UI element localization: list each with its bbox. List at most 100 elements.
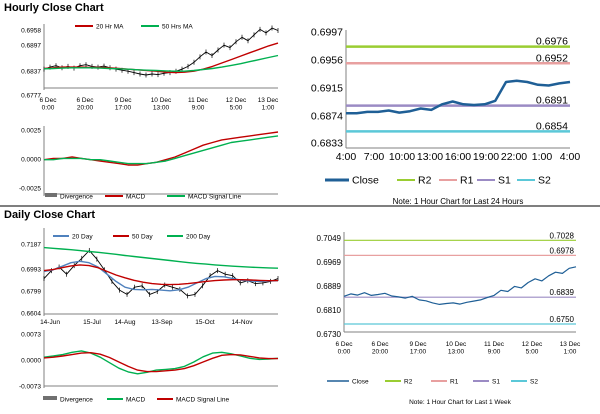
level-label-s1: 0.6839 [550,288,575,297]
legend-label: Close [352,175,379,187]
x-tick-label: 9 Dec 17:00 [410,341,428,356]
legend-label: Divergence [60,396,93,403]
legend-label: MACD [126,396,145,403]
x-tick-label: 13 Dec 1:00 [258,97,279,112]
legend-label: Close [352,378,369,385]
y-tick-label: -0.0025 [19,185,41,192]
y-tick-label: 0.6777 [21,92,41,99]
y-tick-label: 0.7049 [317,234,342,243]
x-tick-label: 6 Dec 0:00 [336,341,354,356]
series-line-macd-signal-line [43,352,278,373]
level-label-r1: 0.6952 [536,52,568,64]
y-tick-label: 0.6604 [21,310,41,317]
y-tick-label: 0.6993 [21,266,41,273]
daily-week-chart: 0.7049 0.6969 0.6889 0.6810 0.6730 6 Dec 0:00 6… [317,231,582,406]
series-line-close [343,266,577,305]
legend-label: 50 Hrs MA [162,23,193,30]
series-line-macd [43,131,279,166]
section-divider [0,205,600,207]
legend-label: 20 Hr MA [96,23,124,30]
x-tick-label: 14-Aug [115,319,136,326]
x-tick-label: 13 Dec 1:00 [560,341,581,356]
x-tick-label: 22:00 [501,151,527,163]
y-tick-label: 0.6915 [311,83,343,95]
y-tick-label: 0.0025 [21,127,41,134]
series-line-macd-signal-line [44,135,279,165]
hourly-close-chart-title: Hourly Close Chart [4,2,104,14]
y-tick-label: 0.6837 [21,68,41,75]
daily-price-chart: 0.7187 0.6993 0.6799 0.6604 14-Jun 15-Jul 14-A… [21,228,279,326]
y-tick-label: -0.0073 [19,383,41,390]
legend-label: Divergence [60,193,93,200]
x-tick-label: 4:00 [336,151,357,163]
series-line-50-day [43,264,279,286]
chart-note: Note: 1 Hour Chart for Last 1 Week [409,399,512,406]
x-tick-label: 11 Dec 9:00 [484,341,505,356]
y-tick-label: 0.6958 [21,27,41,34]
y-tick-label: 0.6969 [317,258,342,267]
y-tick-label: 0.6874 [311,111,343,123]
series-line-close [43,27,279,76]
level-label-r2: 0.6976 [536,36,568,48]
x-tick-label: 1:00 [532,151,553,163]
series-line-20-day [43,260,279,292]
x-tick-label: 16:00 [445,151,471,163]
level-label-r2: 0.7028 [550,231,575,240]
legend-label: R2 [418,175,432,187]
x-tick-label: 6 Dec 0:00 [40,97,58,112]
daily-close-chart-title: Daily Close Chart [4,209,96,221]
legend-label: S1 [498,175,511,187]
x-tick-label: 7:00 [364,151,385,163]
y-tick-label: 0.6810 [317,306,342,315]
y-tick-label: 0.7187 [21,241,41,248]
legend-label: MACD [126,193,145,200]
level-label-s2: 0.6750 [550,315,575,324]
y-tick-label: 0.6730 [317,330,342,339]
x-tick-label: 10 Dec 13:00 [446,341,467,356]
y-tick-label: 0.6897 [21,42,41,49]
series-line-close [43,250,279,297]
x-tick-label: 19:00 [473,151,499,163]
series-line-50-hrs-ma [43,54,279,72]
legend-label: S2 [538,175,551,187]
chart-note: Note: 1 Hour Chart for Last 24 Hours [393,197,524,206]
daily-macd-chart: 0.0073 0.0000 -0.0073 Divergence MACD MACD Si… [19,330,279,403]
legend-label: 20 Day [72,233,93,240]
legend-label: MACD Signal Line [176,396,229,403]
y-tick-label: 0.6799 [21,288,41,295]
legend-label: MACD Signal Line [188,193,241,200]
x-tick-label: 4:00 [560,151,581,163]
x-tick-label: 14-Nov [232,319,254,326]
legend-swatch [45,193,57,197]
legend-label: S1 [492,378,500,385]
y-tick-label: 0.0073 [21,331,41,338]
level-label-s1: 0.6891 [536,95,568,107]
legend-label: 50 Day [132,233,153,240]
legend-label: R1 [450,378,459,385]
x-tick-label: 10 Dec 13:00 [151,97,172,112]
level-label-r1: 0.6978 [550,246,575,255]
series-line-200-day [43,246,279,269]
x-tick-label: 6 Dec 20:00 [77,97,95,112]
level-label-s2: 0.6854 [536,120,568,132]
x-tick-label: 14-Jun [40,319,60,326]
y-tick-label: 0.6833 [311,138,343,150]
y-tick-label: 0.0000 [21,357,41,364]
x-tick-label: 12 Dec 5:00 [522,341,543,356]
series-line-close [346,79,571,115]
y-tick-label: 0.6956 [311,55,343,67]
x-tick-label: 12 Dec 5:00 [226,97,247,112]
x-tick-label: 11 Dec 9:00 [188,97,209,112]
x-tick-label: 15-Oct [195,319,215,326]
x-tick-label: 15-Jul [83,319,101,326]
x-tick-label: 10:00 [389,151,415,163]
series-line-macd [43,350,279,375]
x-tick-label: 6 Dec 20:00 [372,341,390,356]
hourly-macd-chart: 0.0025 0.0000 -0.0025 Divergence MACD MACD Si… [19,126,279,200]
x-tick-label: 13-Sep [152,319,173,326]
legend-swatch [43,396,57,400]
y-tick-label: 0.6889 [317,282,342,291]
y-tick-label: 0.6997 [311,27,343,39]
